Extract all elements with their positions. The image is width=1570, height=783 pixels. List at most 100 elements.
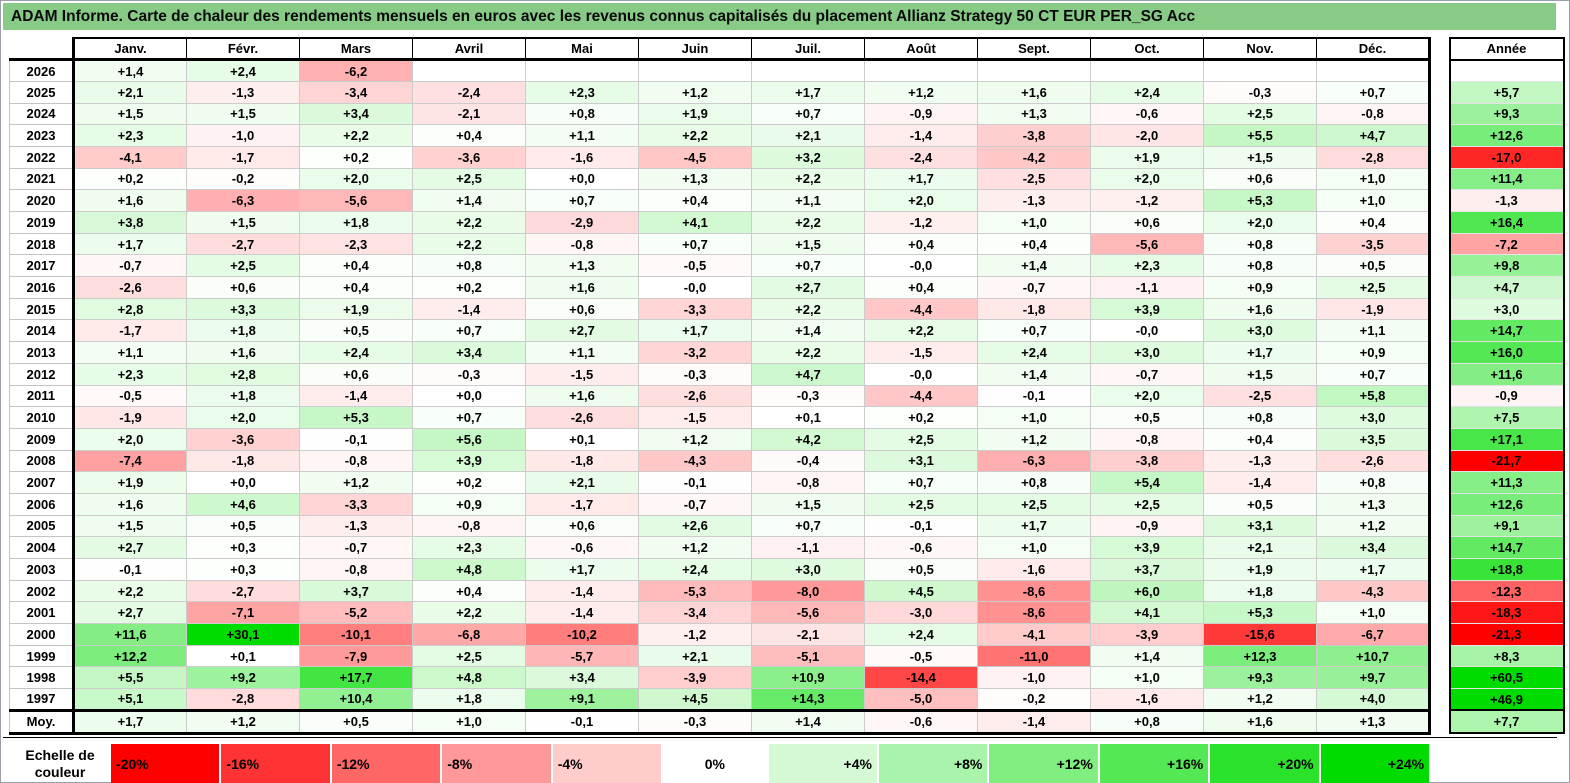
annual-cell: +5,7 xyxy=(1448,80,1565,104)
annual-header: Année xyxy=(1448,37,1565,61)
heatmap-cell: +1,4 xyxy=(1090,644,1204,668)
table-row: 2010 -1,9 +2,0 +5,3 +0,7 -2,6 -1,5 +0,1 +0,2 +1,0… xyxy=(9,406,1565,429)
column-gap xyxy=(1430,125,1450,147)
scale-divider xyxy=(3,737,1557,738)
annual-cell: +11,4 xyxy=(1448,167,1565,191)
heatmap-cell: +2,2 xyxy=(412,232,526,256)
heatmap-cell: -3,6 xyxy=(412,145,526,169)
heatmap-cell: +1,5 xyxy=(1203,362,1317,386)
heatmap-cell: +2,5 xyxy=(1316,276,1431,299)
heatmap-cell: +2,5 xyxy=(977,492,1091,516)
table-row: 2012 +2,3 +2,8 +0,6 -0,3 -1,5 -0,3 +4,7 -0,0 +1,4… xyxy=(9,362,1565,386)
table-row: 2021 +0,2 -0,2 +2,0 +2,5 +0,0 +1,3 +2,2 +1,7 -2,5… xyxy=(9,167,1565,191)
heatmap-cell: +0,5 xyxy=(864,558,978,581)
row-year-label: 2014 xyxy=(9,319,75,343)
heatmap-cell: +2,2 xyxy=(751,297,865,321)
heatmap-cell: +1,5 xyxy=(186,211,300,234)
table-row: 2009 +2,0 -3,6 -0,1 +5,6 +0,1 +1,2 +4,2 +2,5 +1,2… xyxy=(9,427,1565,451)
heatmap-cell: +2,0 xyxy=(73,427,187,451)
heatmap-cell: +5,5 xyxy=(73,666,187,690)
heatmap-cell: +3,3 xyxy=(186,297,300,321)
heatmap-cell: +3,9 xyxy=(412,449,526,473)
table-row: Moy. +1,7 +1,2 +0,5 +1,0 -0,1 -0,3 +1,4 -0,6 -1,4… xyxy=(9,708,1565,735)
annual-cell: +3,0 xyxy=(1448,297,1565,321)
heatmap-cell: +0,0 xyxy=(525,167,639,191)
heatmap-cell: -3,9 xyxy=(1090,623,1204,646)
month-header: Févr. xyxy=(186,37,300,62)
table-row: 2007 +1,9 +0,0 +1,2 +0,2 +2,1 -0,1 -0,8 +0,7 +0,8… xyxy=(9,471,1565,494)
annual-cell: +7,5 xyxy=(1448,406,1565,429)
heatmap-cell: -6,3 xyxy=(186,189,300,212)
heatmap-cell: +1,6 xyxy=(73,189,187,212)
heatmap-cell: -1,5 xyxy=(864,341,978,364)
heatmap-cell: -0,9 xyxy=(864,102,978,126)
heatmap-cell: -0,7 xyxy=(299,536,413,559)
heatmap-cell: +1,7 xyxy=(525,558,639,581)
column-gap xyxy=(1430,255,1450,277)
heatmap-cell: +1,2 xyxy=(186,708,300,735)
heatmap-cell: +1,2 xyxy=(1203,688,1317,711)
heatmap-cell: +0,4 xyxy=(299,276,413,299)
heatmap-cell: +1,2 xyxy=(638,536,752,559)
heatmap-cell: -1,4 xyxy=(299,384,413,408)
color-scale-stop: +20% xyxy=(1208,744,1319,783)
column-gap xyxy=(1430,342,1450,364)
heatmap-cell: +2,3 xyxy=(525,80,639,104)
color-scale-stop: -8% xyxy=(440,744,551,783)
annual-cell: +16,4 xyxy=(1448,211,1565,234)
heatmap-cell: +0,8 xyxy=(1316,471,1431,494)
color-scale-stop: 0% xyxy=(661,744,767,783)
heatmap-cell: +4,0 xyxy=(1316,688,1431,711)
heatmap-cell: +9,3 xyxy=(1203,666,1317,690)
table-row: 2022 -4,1 -1,7 +0,2 -3,6 -1,6 -4,5 +3,2 -2,4 -4,2… xyxy=(9,145,1565,169)
annual-cell: +9,3 xyxy=(1448,102,1565,126)
heatmap-cell: +1,4 xyxy=(977,362,1091,386)
heatmap-cell: -8,6 xyxy=(977,601,1091,625)
heatmap-cell: +1,9 xyxy=(73,471,187,494)
heatmap-cell: +0,4 xyxy=(977,232,1091,256)
row-year-label: 1999 xyxy=(9,644,75,668)
heatmap-cell: -3,0 xyxy=(864,601,978,625)
heatmap-cell xyxy=(1316,59,1431,82)
month-header: Oct. xyxy=(1090,37,1204,62)
heatmap-cell: +2,1 xyxy=(525,471,639,494)
column-gap xyxy=(1430,212,1450,234)
heatmap-cell: +0,4 xyxy=(299,254,413,278)
heatmap-cell: +4,7 xyxy=(1316,124,1431,147)
row-year-label: 2006 xyxy=(9,492,75,516)
heatmap-cell: +1,7 xyxy=(751,80,865,104)
heatmap-cell: -6,2 xyxy=(299,59,413,82)
heatmap-cell: +2,7 xyxy=(525,319,639,343)
month-header: Juil. xyxy=(751,37,865,62)
heatmap-cell: +1,5 xyxy=(186,102,300,126)
heatmap-cell: +3,0 xyxy=(1316,406,1431,429)
annual-cell: -18,3 xyxy=(1448,601,1565,625)
color-scale-stop: -12% xyxy=(329,744,441,783)
heatmap-cell: +1,2 xyxy=(299,471,413,494)
heatmap-cell: -1,4 xyxy=(525,579,639,603)
heatmap-cell: -3,6 xyxy=(186,427,300,451)
heatmap-cell: -1,2 xyxy=(864,211,978,234)
table-row: 2019 +3,8 +1,5 +1,8 +2,2 -2,9 +4,1 +2,2 -1,2 +1,0… xyxy=(9,211,1565,234)
color-scale-stop: +24% xyxy=(1318,744,1430,783)
row-year-label: 2002 xyxy=(9,579,75,603)
heatmap-cell: -5,1 xyxy=(751,644,865,668)
table-row: 2024 +1,5 +1,5 +3,4 -2,1 +0,8 +1,9 +0,7 -0,9 +1,3… xyxy=(9,102,1565,126)
column-gap xyxy=(1430,450,1450,472)
heatmap-cell: +2,4 xyxy=(864,623,978,646)
heatmap-cell: +1,8 xyxy=(299,211,413,234)
heatmap-cell: -0,0 xyxy=(638,276,752,299)
color-scale-stop: +16% xyxy=(1097,744,1209,783)
heatmap-cell: +1,1 xyxy=(751,189,865,212)
corner-cell xyxy=(9,38,75,62)
heatmap-cell: +0,6 xyxy=(186,276,300,299)
heatmap-cell: -0,8 xyxy=(1090,427,1204,451)
heatmap-cell: +1,8 xyxy=(186,319,300,343)
annual-cell: +8,3 xyxy=(1448,644,1565,668)
column-gap xyxy=(1430,277,1450,299)
heatmap-cell: +2,2 xyxy=(864,319,978,343)
row-year-label: 1997 xyxy=(9,688,75,711)
heatmap-cell: +3,5 xyxy=(1316,427,1431,451)
annual-cell: +4,7 xyxy=(1448,276,1565,299)
heatmap-cell: -0,1 xyxy=(525,708,639,735)
